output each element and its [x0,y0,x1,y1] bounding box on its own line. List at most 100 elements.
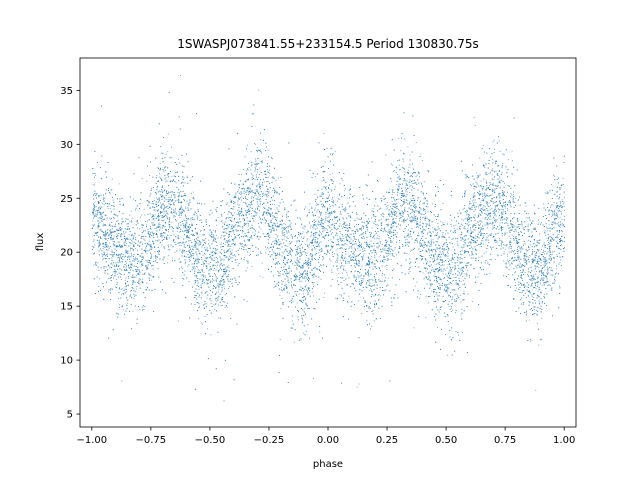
data-point [488,202,490,204]
data-point [349,233,351,235]
data-point [149,249,151,251]
data-point [253,228,255,230]
data-point [537,277,539,278]
data-point [332,223,334,225]
data-point [463,267,465,269]
data-point [208,270,210,272]
data-point [128,234,130,236]
data-point [213,257,215,259]
data-point [445,273,447,275]
data-point [520,270,521,271]
data-point [449,308,451,310]
data-point [474,229,476,231]
data-point [462,293,464,294]
data-point [221,263,222,264]
data-point [279,273,281,275]
data-point [535,288,537,290]
data-point [520,250,522,252]
data-point [279,271,281,272]
data-point [246,217,248,219]
data-point [253,195,255,197]
data-point [159,173,160,175]
data-point [459,209,460,211]
data-point [398,252,400,254]
data-point [231,253,233,255]
data-point [404,237,406,239]
data-point [381,244,383,245]
data-point [148,202,150,204]
data-point [300,276,302,278]
data-point [339,293,341,295]
data-point [422,203,424,205]
data-point [188,281,190,282]
data-point [166,205,168,207]
data-point [558,252,560,254]
data-point [464,191,466,193]
data-point [196,302,198,304]
data-point [206,249,207,251]
data-point [380,214,382,216]
data-point [318,266,320,267]
data-point [201,259,203,260]
data-point [131,247,133,249]
data-point [131,243,133,245]
data-point [384,248,386,250]
data-point [388,223,389,225]
data-point [531,263,533,265]
data-point [457,243,459,245]
data-point [433,242,435,244]
data-point [561,223,563,225]
data-point [361,265,363,267]
data-point [481,240,483,242]
data-point [419,176,420,178]
data-point [197,242,199,244]
data-point [168,221,170,223]
data-point [492,236,494,238]
data-point [281,298,283,299]
data-point [325,186,327,188]
data-point [484,206,486,208]
data-point [230,212,232,213]
data-point [131,240,132,242]
data-point [393,256,395,257]
data-point [196,266,198,268]
data-point [371,256,373,257]
data-point [227,245,229,246]
data-point [377,234,378,236]
data-point [331,198,333,200]
data-point [110,218,112,220]
data-point [551,223,552,225]
data-point [219,281,220,283]
data-point [223,286,225,288]
data-point [507,159,509,161]
data-point [163,212,165,214]
data-point [450,308,452,309]
data-point [286,251,288,253]
data-point [283,223,285,224]
data-point [235,236,237,238]
data-point [310,253,311,254]
data-point [267,149,269,151]
data-point [179,249,181,251]
data-point [346,239,347,241]
data-point [523,226,525,228]
data-point [406,191,408,193]
data-point [544,230,546,232]
data-point [156,197,157,199]
data-point [217,217,219,218]
data-point [490,205,491,206]
data-point [171,213,173,215]
data-point [264,207,266,209]
data-point [301,315,303,317]
data-point [194,266,195,268]
data-point [548,227,550,229]
data-point [459,269,461,271]
data-point [193,261,195,262]
data-point [296,302,298,304]
data-point [396,232,398,234]
data-point [482,229,484,231]
data-point [142,274,144,275]
data-point [513,194,514,195]
data-point [147,205,149,207]
data-point [306,273,307,275]
